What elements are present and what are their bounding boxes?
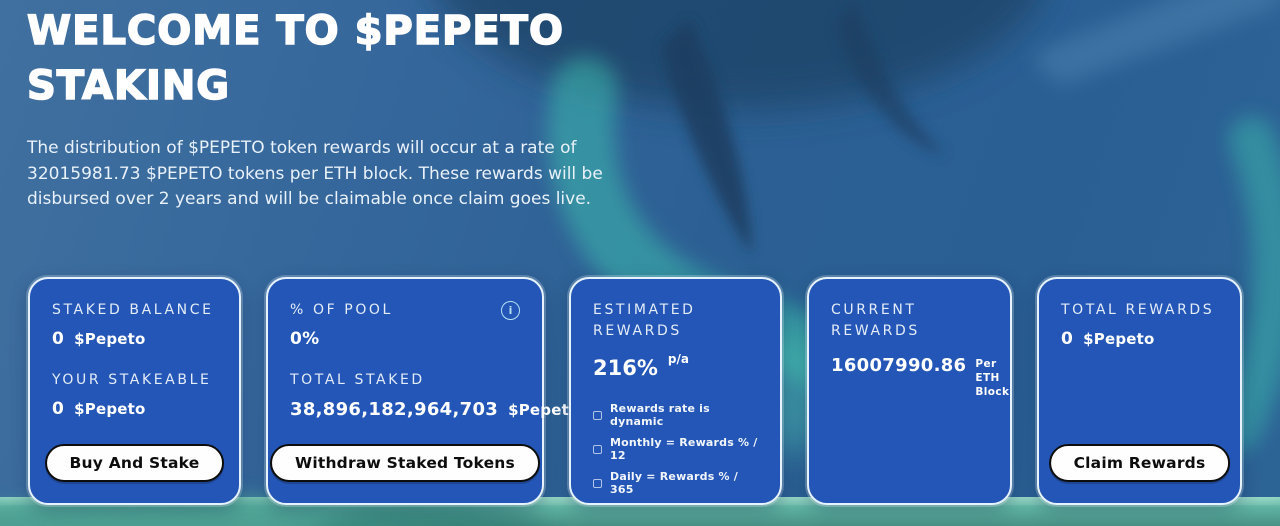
- rewards-notes-list: Rewards rate is dynamic Monthly = Reward…: [593, 402, 758, 496]
- current-rewards-value: 16007990.86: [831, 355, 967, 376]
- note-text: Monthly = Rewards % / 12: [610, 436, 758, 462]
- current-rewards-unit: Per ETH Block: [975, 358, 1010, 398]
- bullet-square-icon: [593, 444, 602, 454]
- staked-balance-token: $Pepeto: [74, 330, 146, 348]
- page-title-line2: Staking: [26, 62, 231, 110]
- staked-balance-amount: 0: [52, 329, 65, 349]
- current-rewards-label: CURRENT REWARDS: [831, 302, 920, 339]
- total-rewards-amount: 0: [1061, 329, 1074, 349]
- estimated-rewards-value: 216%: [593, 356, 658, 380]
- total-staked-label: TOTAL STAKED: [290, 372, 425, 388]
- page-title: Welcome To $PEPETO Staking: [26, 4, 564, 114]
- staked-balance-value: 0 $Pepeto: [52, 329, 217, 349]
- note-text: Daily = Rewards % / 365: [610, 470, 739, 496]
- list-item: Monthly = Rewards % / 12: [593, 436, 758, 462]
- list-item: Rewards rate is dynamic: [593, 402, 758, 428]
- your-stakeable-amount: 0: [52, 399, 65, 419]
- estimated-rewards-suffix: p/a: [667, 352, 689, 366]
- total-rewards-value: 0 $Pepeto: [1061, 329, 1218, 349]
- your-stakeable-value: 0 $Pepeto: [52, 399, 217, 419]
- info-icon[interactable]: i: [501, 301, 520, 320]
- total-rewards-label: TOTAL REWARDS: [1061, 302, 1215, 318]
- rewards-description: The distribution of $PEPETO token reward…: [27, 138, 603, 209]
- bullet-square-icon: [593, 410, 602, 420]
- total-staked-value: 38,896,182,964,703 $Pepeto: [290, 399, 579, 420]
- estimated-rewards-card: ESTIMATED REWARDS 216% p/a Rewards rate …: [569, 277, 782, 505]
- your-stakeable-label: YOUR STAKEABLE: [52, 372, 212, 388]
- list-item: Daily = Rewards % / 365: [593, 470, 758, 496]
- pool-card-header: % OF POOL i: [290, 300, 520, 321]
- pool-percent-row: 0%: [290, 329, 520, 349]
- page-title-line1: Welcome To $PEPETO: [26, 7, 564, 55]
- current-rewards-value-row: 16007990.86 Per ETH Block: [831, 355, 1009, 399]
- total-rewards-token: $Pepeto: [1083, 330, 1155, 348]
- estimated-rewards-label: ESTIMATED REWARDS: [593, 302, 696, 339]
- bullet-square-icon: [593, 478, 602, 488]
- staked-balance-label: STAKED BALANCE: [52, 302, 214, 318]
- buy-and-stake-button[interactable]: Buy And Stake: [44, 444, 225, 482]
- note-text: Rewards rate is dynamic: [610, 402, 710, 428]
- total-rewards-card: TOTAL REWARDS 0 $Pepeto Claim Rewards: [1037, 277, 1242, 505]
- pool-label: % OF POOL: [290, 302, 393, 318]
- claim-rewards-button[interactable]: Claim Rewards: [1048, 444, 1231, 482]
- total-staked-amount: 38,896,182,964,703: [290, 399, 499, 420]
- staking-cards-row: STAKED BALANCE 0 $Pepeto YOUR STAKEABLE …: [28, 277, 1242, 505]
- withdraw-staked-tokens-button[interactable]: Withdraw Staked Tokens: [270, 444, 540, 482]
- hero-section: Welcome To $PEPETO Staking: [26, 4, 564, 114]
- pool-card: % OF POOL i 0% TOTAL STAKED 38,896,182,9…: [266, 277, 579, 505]
- your-stakeable-token: $Pepeto: [74, 400, 146, 418]
- estimated-rewards-value-row: 216% p/a: [593, 352, 758, 380]
- current-rewards-card: CURRENT REWARDS 16007990.86 Per ETH Bloc…: [807, 277, 1012, 505]
- pool-percent: 0%: [290, 329, 320, 349]
- staked-balance-card: STAKED BALANCE 0 $Pepeto YOUR STAKEABLE …: [28, 277, 241, 505]
